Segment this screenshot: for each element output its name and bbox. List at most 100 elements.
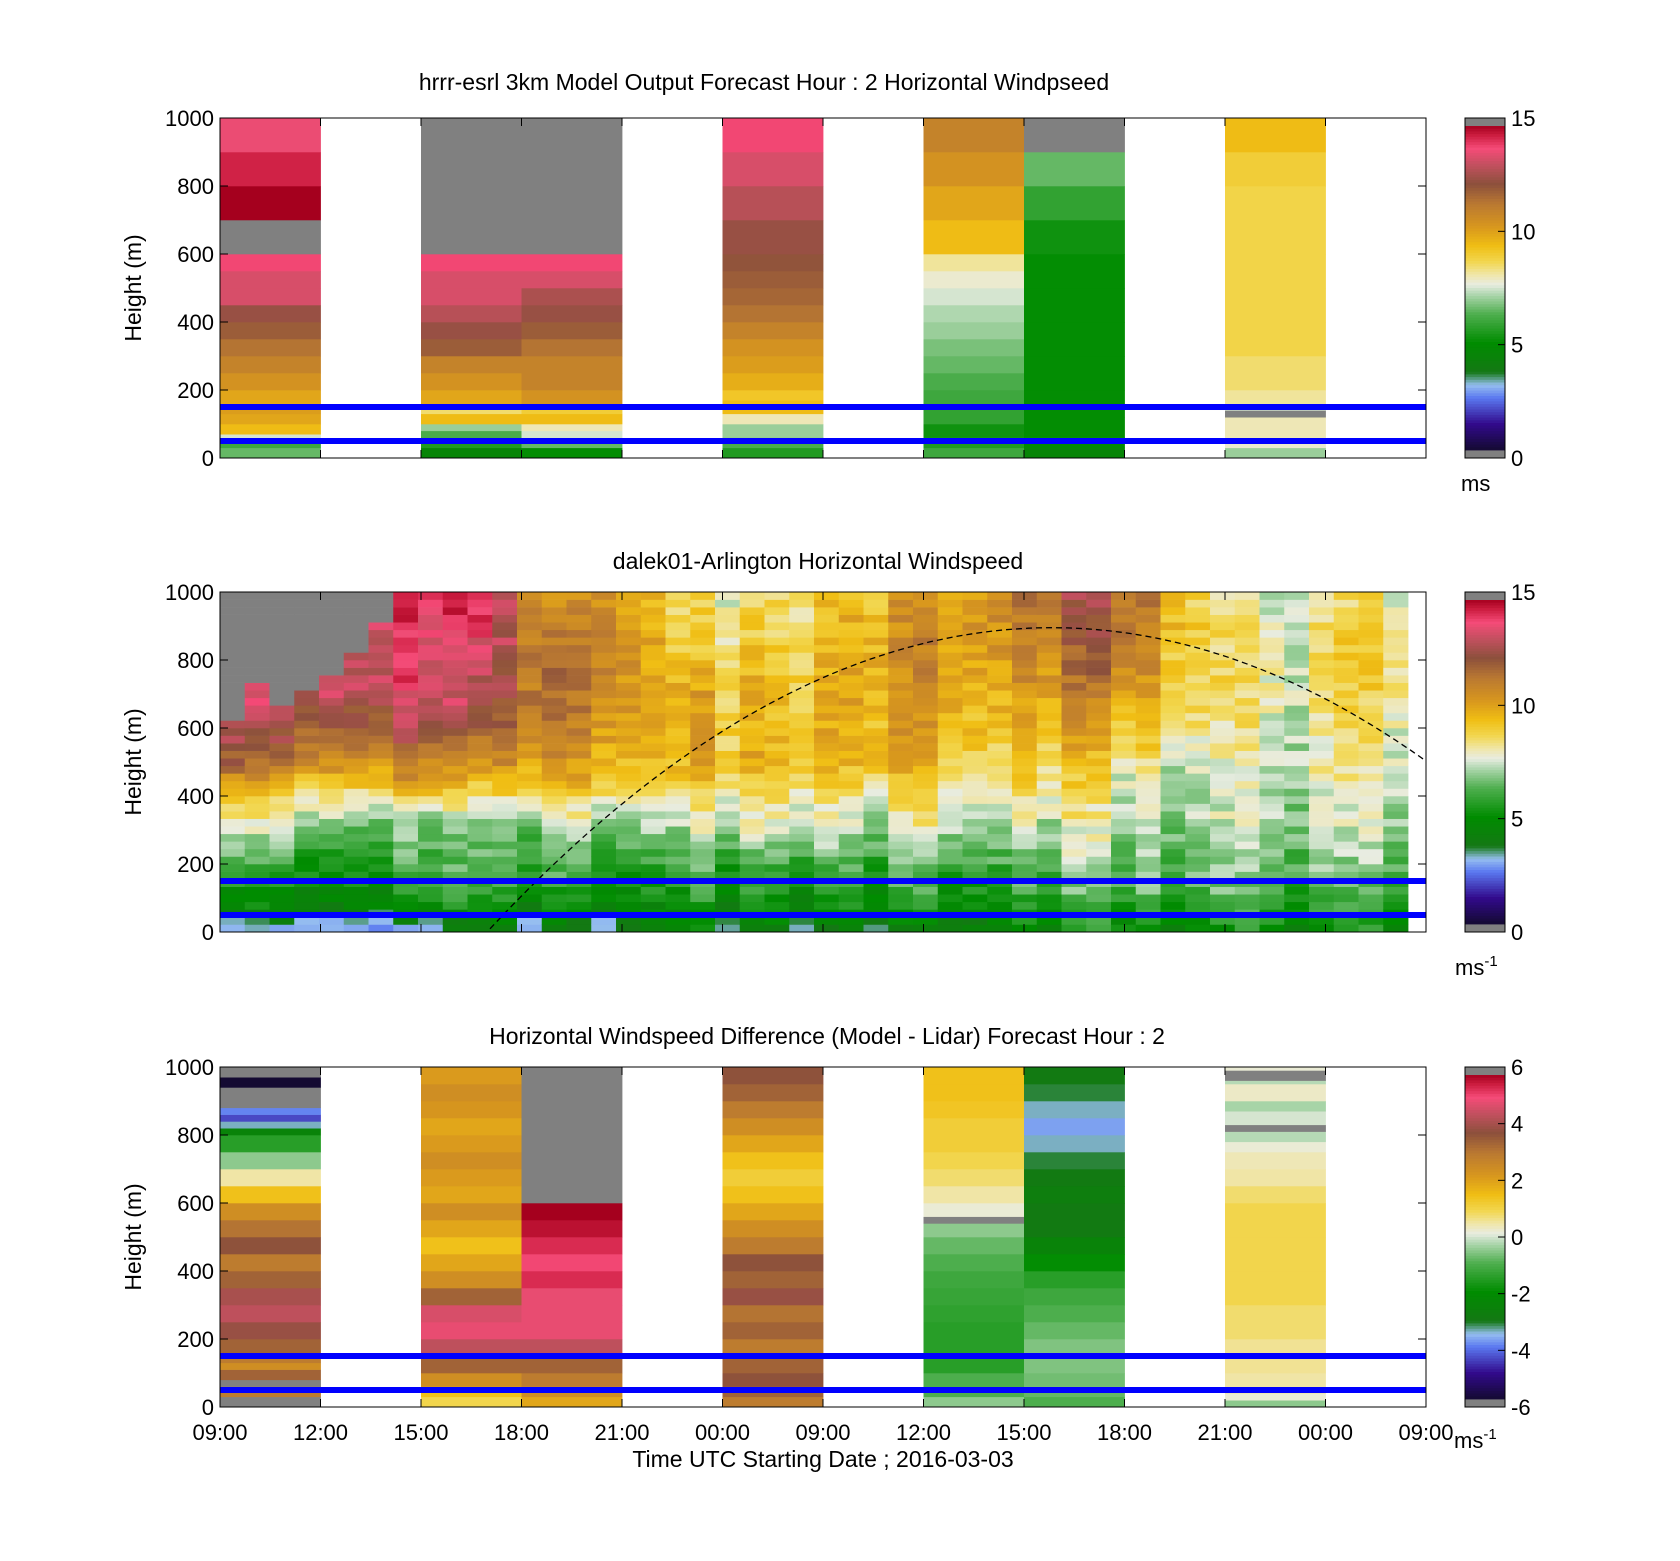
colorbar-swatch (1465, 201, 1505, 205)
heatmap-cell (319, 690, 345, 699)
heatmap-cell (690, 728, 716, 736)
heatmap-cell (1333, 660, 1359, 668)
colorbar-swatch (1465, 654, 1505, 658)
colorbar-swatch (1465, 1331, 1505, 1335)
heatmap-cell (269, 705, 295, 714)
heatmap-cell (789, 833, 815, 842)
heatmap-cell (789, 607, 815, 615)
heatmap-cell (418, 690, 444, 699)
heatmap-cell (294, 894, 320, 903)
colorbar-swatch (1465, 789, 1505, 793)
heatmap-cell (244, 675, 270, 683)
colorbar-swatch (1465, 447, 1505, 451)
heatmap-cell (789, 622, 815, 631)
heatmap-cell (269, 720, 295, 729)
heatmap-cell (1012, 712, 1038, 721)
heatmap-cell (492, 833, 518, 842)
heatmap-cell (319, 788, 345, 797)
y-tick-label: 0 (202, 1395, 214, 1420)
heatmap-cell (722, 390, 824, 401)
heatmap-cell (517, 841, 543, 850)
heatmap-cell (1210, 803, 1236, 812)
heatmap-cell (541, 644, 567, 653)
heatmap-cell (789, 848, 815, 857)
heatmap-cell (1309, 735, 1335, 744)
heatmap-cell (1234, 894, 1260, 903)
heatmap-cell (442, 629, 468, 638)
heatmap-cell (1135, 788, 1161, 797)
heatmap-cell (220, 728, 246, 736)
heatmap-cell (517, 667, 543, 676)
heatmap-cell (739, 841, 765, 850)
heatmap-cell (1185, 871, 1211, 880)
heatmap-cell (665, 652, 691, 661)
heatmap-cell (937, 735, 963, 744)
heatmap-cell (319, 848, 345, 857)
heatmap-cell (913, 780, 939, 789)
colorbar-swatch (1465, 637, 1505, 641)
heatmap-cell (987, 773, 1013, 782)
heatmap-cell (722, 1305, 824, 1323)
heatmap-cell (566, 682, 592, 691)
colorbar-swatch (1465, 824, 1505, 828)
heatmap-cell (517, 826, 543, 835)
heatmap-cell (269, 765, 295, 774)
colorbar-swatch (1465, 1328, 1505, 1332)
heatmap-cell (566, 818, 592, 827)
colorbar-swatch (1465, 1237, 1505, 1241)
colorbar-swatch (1465, 667, 1505, 671)
heatmap-cell (690, 712, 716, 721)
colorbar-swatch (1465, 1161, 1505, 1165)
heatmap-cell (814, 780, 840, 789)
heatmap-cell (368, 644, 394, 653)
heatmap-cell (1358, 758, 1384, 767)
heatmap-cell (838, 750, 864, 759)
heatmap-cell (1333, 652, 1359, 661)
colorbar-swatch (1465, 153, 1505, 157)
colorbar-swatch (1465, 729, 1505, 733)
heatmap-cell (467, 644, 493, 653)
colorbar-cap (1465, 1067, 1505, 1075)
heatmap-cell (294, 750, 320, 759)
heatmap-cell (492, 682, 518, 691)
heatmap-cell (1036, 644, 1062, 653)
heatmap-cell (863, 743, 889, 751)
heatmap-cell (690, 773, 716, 782)
colorbar-swatch (1465, 1193, 1505, 1197)
heatmap-cell (1024, 447, 1125, 459)
heatmap-cell (722, 424, 824, 438)
heatmap-cell (368, 773, 394, 782)
heatmap-cell (814, 720, 840, 729)
heatmap-cell (244, 773, 270, 782)
heatmap-cell (1383, 848, 1409, 857)
heatmap-cell (1333, 637, 1359, 646)
heatmap-cell (492, 644, 518, 653)
heatmap-cell (517, 856, 543, 865)
colorbar-swatch (1465, 369, 1505, 373)
colorbar-swatch (1465, 1196, 1505, 1200)
colorbar-swatch (1465, 675, 1505, 679)
heatmap-cell (393, 796, 419, 804)
panel-difference-title: Horizontal Windspeed Difference (Model -… (489, 1023, 1165, 1049)
heatmap-cell (467, 833, 493, 842)
heatmap-cell (467, 637, 493, 646)
heatmap-cell (1210, 916, 1236, 925)
heatmap-cell (715, 614, 741, 623)
colorbar-swatch (1465, 144, 1505, 148)
heatmap-cell (1234, 924, 1260, 933)
heatmap-cell (715, 901, 741, 910)
heatmap-cell (715, 644, 741, 653)
heatmap-cell (269, 841, 295, 850)
heatmap-cell (442, 765, 468, 774)
heatmap-cell (616, 864, 642, 872)
heatmap-cell (888, 788, 914, 797)
heatmap-cell (814, 614, 840, 623)
heatmap-cell (1309, 599, 1335, 608)
heatmap-cell (319, 841, 345, 850)
heatmap-cell (1358, 780, 1384, 789)
heatmap-cell (269, 848, 295, 857)
colorbar-tick-label: 0 (1511, 920, 1523, 945)
heatmap-cell (913, 811, 939, 819)
heatmap-cell (244, 629, 270, 638)
colorbar-swatch (1465, 409, 1505, 413)
